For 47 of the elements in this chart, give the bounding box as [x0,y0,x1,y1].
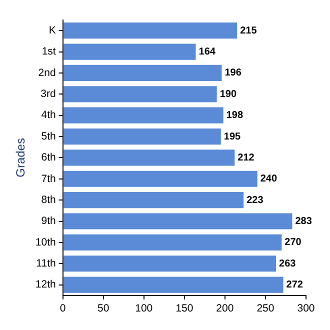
y-tick-label: 3rd [40,88,56,100]
bar [63,256,276,272]
y-tick-label: 8th [41,194,56,206]
bar [63,150,235,166]
y-tick-label: 9th [41,215,56,228]
bar [63,107,224,124]
bar [63,64,222,82]
y-tick-label: 4th [41,109,56,122]
bar [63,170,258,187]
y-tick-label: 5th [41,130,56,142]
y-tick-label: 11th [36,258,56,270]
bar [63,44,196,60]
y-tick-label: K [48,24,56,36]
bar [63,234,282,250]
y-tick-label: 7th [41,172,56,185]
y-tick-label: 10th [35,236,56,248]
x-tick-label: 150 [176,302,194,315]
data-label: 223 [246,194,264,206]
x-tick-label: 300 [297,302,315,315]
data-label: 190 [220,88,237,100]
bar [63,276,284,293]
y-tick-label: 1st [42,46,56,58]
data-label: 263 [279,258,296,270]
data-label: 270 [284,237,302,248]
data-label: 198 [226,110,244,122]
bar [63,213,292,230]
data-label: 215 [240,25,258,36]
data-label: 164 [198,46,216,58]
x-tick-label: 100 [135,302,153,315]
data-label: 272 [286,280,304,291]
data-label: 283 [295,216,312,228]
x-tick-label: 0 [60,302,66,315]
bar [63,22,238,39]
y-axis-title: Grades [14,138,28,178]
y-tick-label: 6th [41,152,56,164]
data-label: 240 [260,174,278,185]
y-tick-label: 12th [35,278,56,291]
x-tick-label: 200 [216,302,234,315]
data-label: 212 [238,152,255,164]
data-label: 196 [224,68,242,79]
bar [63,128,221,145]
x-tick-label: 250 [256,302,274,315]
bar [63,86,217,102]
y-tick-label: 2nd [38,66,56,79]
x-tick-label: 50 [98,302,110,315]
data-label: 195 [224,131,242,142]
bar [63,192,244,208]
